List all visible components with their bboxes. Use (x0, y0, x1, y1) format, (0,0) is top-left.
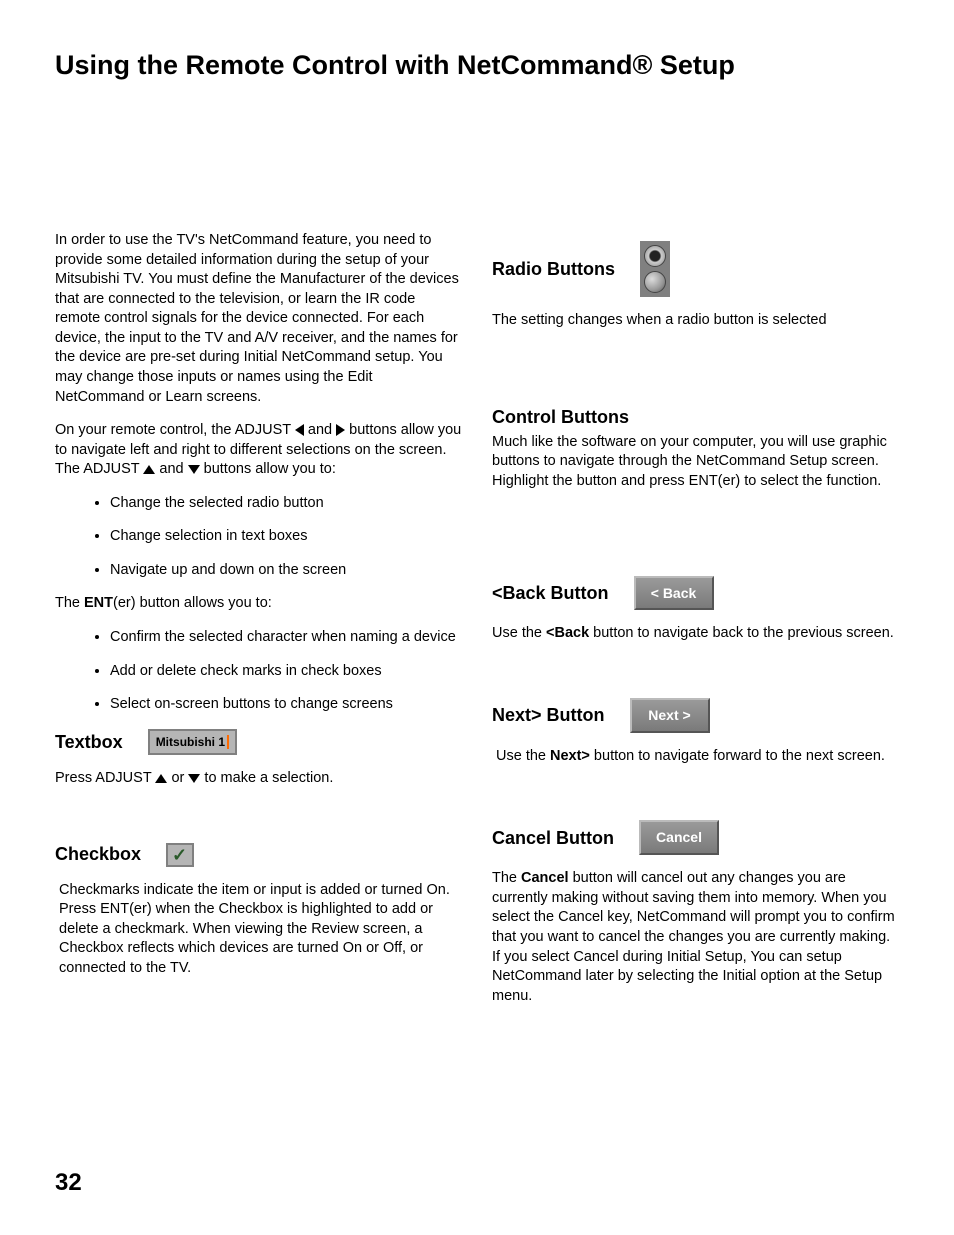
textbox-caption-2: or (167, 770, 188, 786)
back-body-2: button to navigate back to the previous … (589, 625, 894, 641)
ent-paragraph: The ENT(er) button allows you to: (55, 594, 462, 614)
adjust-text-2: and (304, 422, 336, 438)
triangle-up-icon (143, 465, 155, 474)
textbox-caption: Press ADJUST or to make a selection. (55, 769, 462, 789)
triangle-down-icon (188, 465, 200, 474)
list-item: Confirm the selected character when nami… (110, 628, 462, 648)
list-item: Select on-screen buttons to change scree… (110, 695, 462, 715)
cursor-icon (227, 735, 229, 749)
right-column: Radio Buttons The setting changes when a… (492, 231, 899, 1020)
textbox-caption-1: Press ADJUST (55, 770, 155, 786)
next-body: Use the Next> button to navigate forward… (492, 747, 899, 767)
radio-heading-row: Radio Buttons (492, 241, 899, 297)
cancel-body: The Cancel button will cancel out any ch… (492, 869, 899, 1006)
triangle-right-icon (336, 424, 345, 436)
cancel-button[interactable]: Cancel (639, 820, 719, 855)
textbox-heading-row: Textbox Mitsubishi 1 (55, 729, 462, 755)
triangle-down-icon (188, 774, 200, 783)
list-item: Change selection in text boxes (110, 527, 462, 547)
control-heading: Control Buttons (492, 405, 629, 429)
left-column: In order to use the TV's NetCommand feat… (55, 231, 462, 1020)
cancel-body-bold: Cancel (521, 870, 569, 886)
next-body-1: Use the (496, 748, 550, 764)
textbox-caption-3: to make a selection. (200, 770, 333, 786)
next-heading-row: Next> Button Next > (492, 698, 899, 733)
page-title: Using the Remote Control with NetCommand… (55, 50, 899, 81)
textbox-graphic: Mitsubishi 1 (148, 729, 237, 755)
adjust-text-1: On your remote control, the ADJUST (55, 422, 295, 438)
bullet-list-1: Change the selected radio button Change … (55, 494, 462, 581)
next-body-bold: Next> (550, 748, 590, 764)
checkbox-heading: Checkbox (55, 842, 141, 866)
back-body: Use the <Back button to navigate back to… (492, 624, 899, 644)
list-item: Change the selected radio button (110, 494, 462, 514)
textbox-value: Mitsubishi 1 (156, 734, 225, 750)
cancel-heading: Cancel Button (492, 826, 614, 850)
adjust-text-5: buttons allow you to: (200, 461, 336, 477)
ent-text-2: (er) button allows you to: (113, 595, 272, 611)
bullet-list-2: Confirm the selected character when nami… (55, 628, 462, 715)
checkbox-heading-row: Checkbox (55, 842, 462, 866)
triangle-left-icon (295, 424, 304, 436)
back-heading: <Back Button (492, 581, 609, 605)
adjust-text-4: and (155, 461, 187, 477)
next-body-2: button to navigate forward to the next s… (590, 748, 885, 764)
cancel-body-2: button will cancel out any changes you a… (492, 870, 895, 1003)
back-body-1: Use the (492, 625, 546, 641)
intro-paragraph: In order to use the TV's NetCommand feat… (55, 231, 462, 407)
radio-body: The setting changes when a radio button … (492, 311, 899, 331)
page-number: 32 (55, 1169, 82, 1197)
back-heading-row: <Back Button < Back (492, 576, 899, 611)
checkbox-body: Checkmarks indicate the item or input is… (55, 881, 462, 979)
radio-unselected-icon (644, 271, 666, 293)
next-button[interactable]: Next > (630, 698, 710, 733)
back-body-bold: <Back (546, 625, 589, 641)
radio-heading: Radio Buttons (492, 257, 615, 281)
list-item: Add or delete check marks in check boxes (110, 662, 462, 682)
cancel-heading-row: Cancel Button Cancel (492, 820, 899, 855)
back-button[interactable]: < Back (634, 576, 714, 611)
radio-buttons-icon (640, 241, 670, 297)
adjust-paragraph: On your remote control, the ADJUST and b… (55, 421, 462, 480)
next-heading: Next> Button (492, 703, 605, 727)
list-item: Navigate up and down on the screen (110, 561, 462, 581)
checkbox-icon (166, 843, 194, 867)
ent-text-1: The (55, 595, 84, 611)
triangle-up-icon (155, 774, 167, 783)
radio-selected-icon (644, 245, 666, 267)
ent-bold: ENT (84, 595, 113, 611)
cancel-body-1: The (492, 870, 521, 886)
control-body: Much like the software on your computer,… (492, 433, 899, 492)
textbox-heading: Textbox (55, 730, 123, 754)
content-columns: In order to use the TV's NetCommand feat… (55, 231, 899, 1020)
